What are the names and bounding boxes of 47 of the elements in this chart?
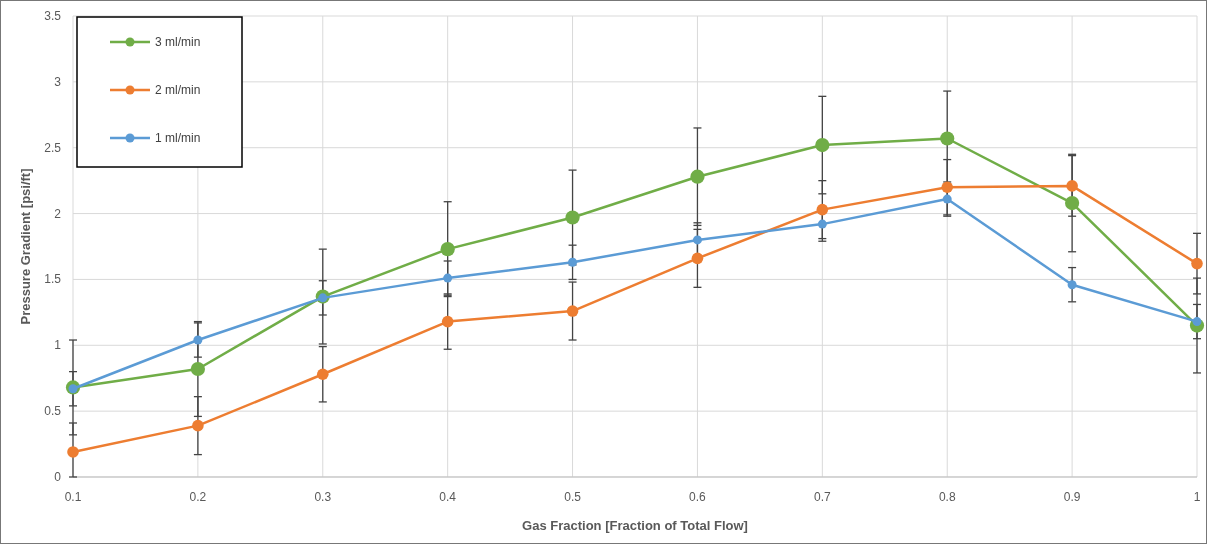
x-tick-label: 0.8 — [938, 490, 956, 504]
point — [1191, 257, 1203, 270]
y-tick-label: 0.5 — [44, 404, 62, 419]
point — [568, 257, 578, 267]
point — [1066, 180, 1078, 192]
point — [192, 419, 204, 432]
x-tick-label: 0.1 — [64, 490, 82, 504]
y-axis-title: Pressure Gradient [psi/ft] — [18, 168, 33, 325]
legend-label: 1 ml/min — [155, 131, 201, 145]
x-tick-label: 0.2 — [189, 490, 207, 504]
y-tick-label: 2.5 — [44, 140, 62, 155]
point — [940, 131, 955, 146]
point — [566, 305, 579, 317]
point — [316, 368, 329, 381]
y-tick-label: 3 — [54, 74, 62, 89]
point — [1065, 195, 1080, 211]
y-tick-label: 0 — [54, 470, 62, 484]
point — [691, 252, 704, 265]
point — [67, 446, 79, 458]
point — [817, 219, 827, 229]
x-tick-label: 0.6 — [689, 490, 707, 504]
point — [440, 242, 455, 257]
y-tick-label: 1 — [54, 338, 62, 353]
point — [1067, 280, 1077, 290]
point — [193, 335, 203, 345]
y-tick-label: 1.5 — [44, 272, 62, 287]
legend-label: 2 ml/min — [155, 83, 201, 97]
x-tick-label: 0.4 — [439, 490, 457, 504]
x-axis-title: Gas Fraction [Fraction of Total Flow] — [522, 518, 748, 533]
point — [815, 137, 830, 153]
point — [441, 315, 454, 328]
point — [692, 235, 702, 245]
legend-label: 3 ml/min — [155, 35, 201, 49]
point — [690, 169, 705, 184]
x-tick-label: 0.5 — [564, 490, 582, 504]
point — [190, 361, 205, 377]
y-tick-label: 2 — [54, 206, 62, 221]
x-tick-label: 0.3 — [314, 490, 332, 504]
point — [942, 194, 952, 204]
x-tick-label: 0.9 — [1063, 490, 1081, 504]
y-tick-label: 3.5 — [44, 9, 62, 23]
point — [443, 273, 453, 283]
x-tick-label: 0.7 — [813, 490, 831, 504]
point — [941, 181, 954, 194]
point — [816, 203, 829, 216]
point — [565, 210, 580, 225]
x-tick-label: 1 — [1193, 490, 1201, 504]
